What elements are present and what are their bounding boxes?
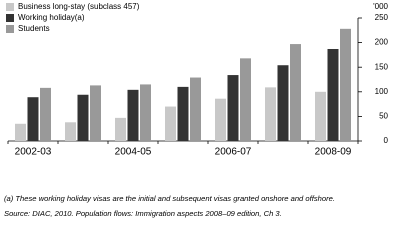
bar — [265, 87, 276, 141]
bar — [177, 86, 189, 141]
x-tick-label: 2002-03 — [15, 147, 52, 158]
chart: '000 (a) These working holiday visas are… — [4, 2, 389, 218]
bar — [290, 44, 301, 141]
bar — [27, 97, 39, 141]
y-tick-label: 0 — [384, 136, 389, 145]
y-tick-label: 250 — [375, 13, 389, 22]
bar — [115, 117, 126, 141]
bar — [227, 75, 239, 141]
y-tick-label: 200 — [375, 38, 389, 47]
legend-swatch — [6, 3, 14, 11]
bar — [315, 91, 326, 141]
bar — [240, 58, 251, 141]
bar — [140, 84, 151, 141]
bar — [340, 28, 351, 142]
bar — [277, 65, 289, 141]
legend-label: Business long-stay (subclass 457) — [18, 2, 140, 11]
bar — [65, 122, 76, 141]
bar — [127, 89, 139, 141]
y-tick-label: 100 — [375, 87, 389, 96]
bar — [40, 87, 51, 141]
x-tick-label: 2004-05 — [115, 147, 152, 158]
y-tick-label: 50 — [379, 112, 388, 121]
bar — [215, 98, 226, 141]
x-tick-label: 2006-07 — [215, 147, 252, 158]
legend-label: Working holiday(a) — [18, 13, 85, 22]
bar — [327, 48, 339, 141]
bar — [15, 123, 26, 141]
bar — [165, 106, 176, 141]
bar — [77, 94, 89, 141]
legend-swatch — [6, 14, 14, 22]
y-axis-label: '000 — [373, 2, 388, 11]
bar — [90, 85, 101, 141]
y-tick-label: 150 — [375, 62, 389, 71]
footnote: (a) These working holiday visas are the … — [4, 194, 335, 203]
legend-swatch — [6, 25, 14, 33]
bar — [190, 77, 201, 141]
x-tick-label: 2008-09 — [315, 147, 352, 158]
legend-label: Students — [18, 24, 50, 33]
source: Source: DIAC, 2010. Population flows: Im… — [4, 209, 282, 218]
